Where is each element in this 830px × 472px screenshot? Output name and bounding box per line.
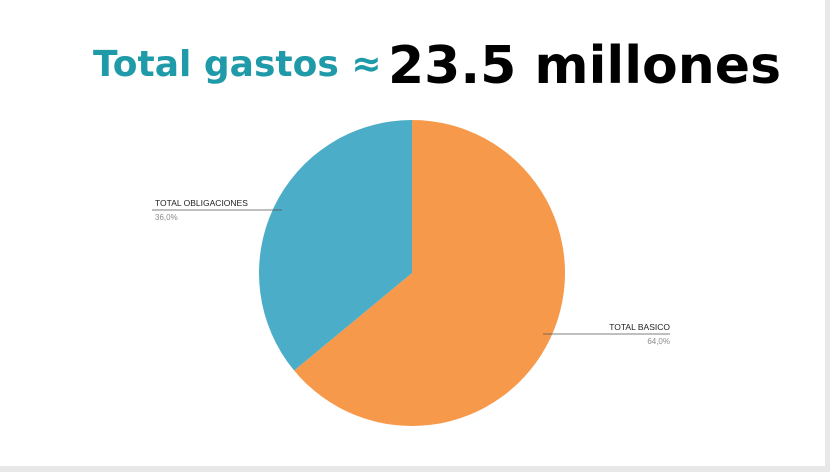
- pie-slice-total-obligaciones: [258, 119, 412, 371]
- total-gastos-label: Total gastos ≈: [93, 44, 382, 85]
- title-row: Total gastos ≈ 23.5 millones: [0, 36, 830, 118]
- pie-slice-total-basico: [294, 120, 565, 426]
- slice-percent-total-basico: 64,0%: [647, 337, 670, 346]
- slice-percent-total-obligaciones: 36,0%: [155, 213, 178, 222]
- slice-label-total-obligaciones: TOTAL OBLIGACIONES: [155, 198, 248, 208]
- total-gastos-value: 23.5 millones: [388, 36, 782, 96]
- slide-right-edge: [825, 0, 830, 472]
- slice-label-total-basico: TOTAL BASICO: [609, 322, 670, 332]
- slide-bottom-edge: [0, 466, 830, 472]
